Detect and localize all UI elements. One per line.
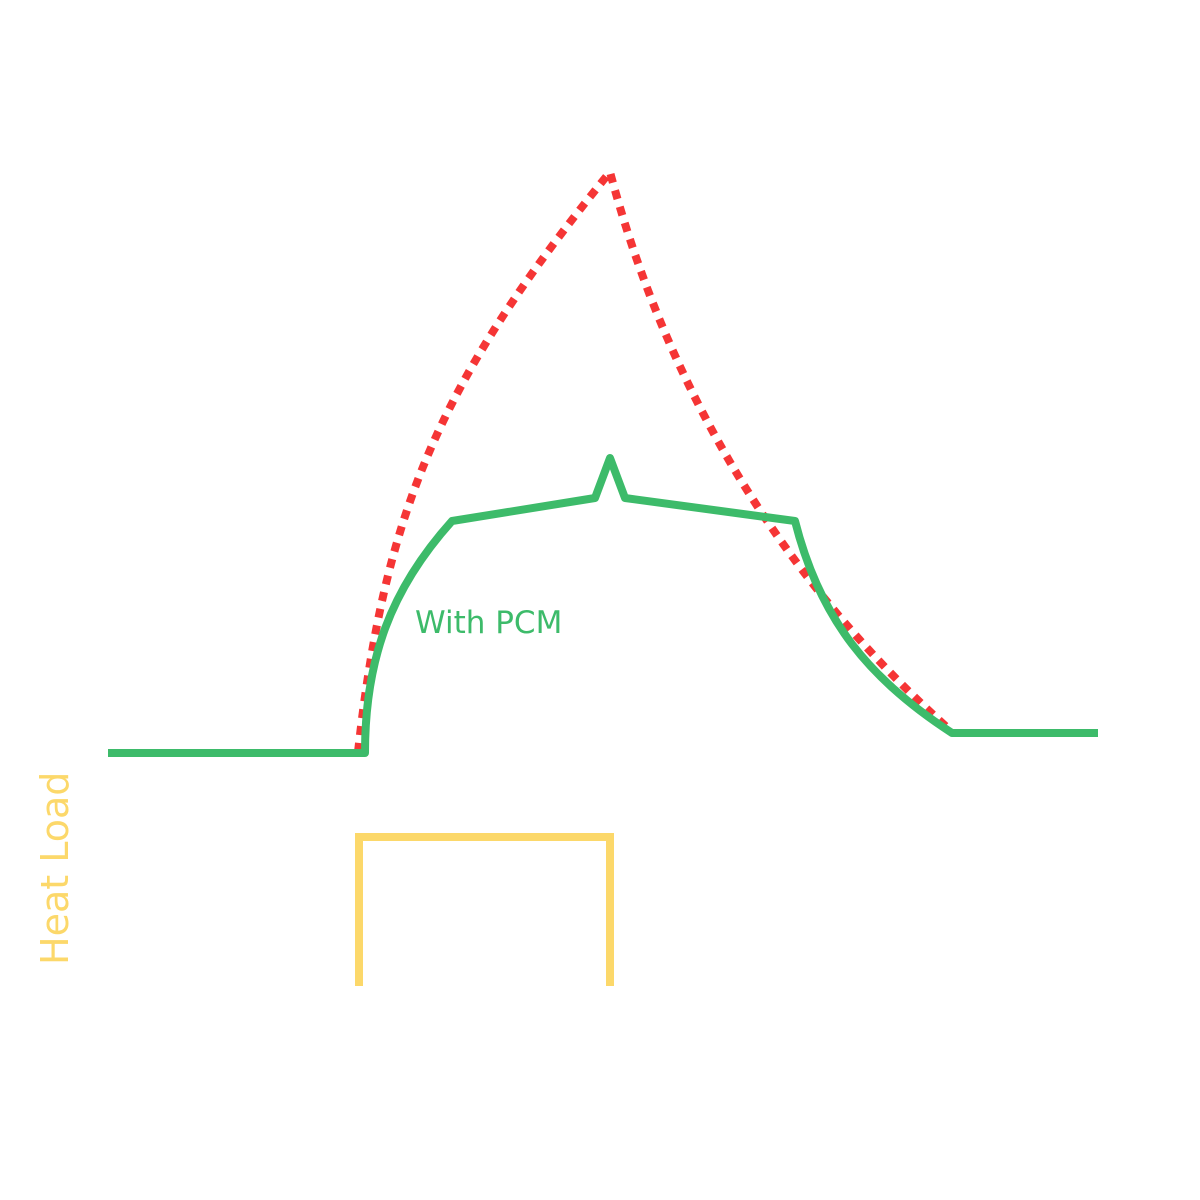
heat-load-pulse (355, 833, 614, 986)
with-pcm-curve (108, 454, 1098, 757)
with-pcm-label: With PCM (415, 605, 562, 641)
heat-load-label: Heat Load (33, 772, 77, 965)
without-pcm-curve (354, 163, 953, 753)
